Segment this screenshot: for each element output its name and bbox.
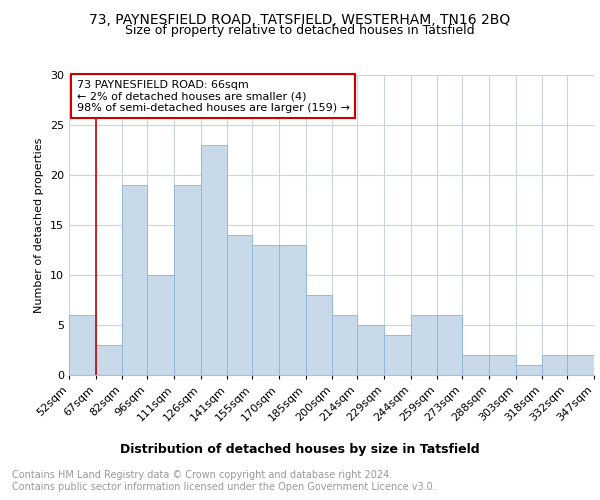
Y-axis label: Number of detached properties: Number of detached properties [34, 138, 44, 312]
Text: Contains HM Land Registry data © Crown copyright and database right 2024.
Contai: Contains HM Land Registry data © Crown c… [12, 470, 436, 492]
Bar [227, 235, 253, 375]
Bar [358, 325, 384, 375]
Bar [410, 315, 437, 375]
Bar [200, 145, 227, 375]
Text: 73 PAYNESFIELD ROAD: 66sqm
← 2% of detached houses are smaller (4)
98% of semi-d: 73 PAYNESFIELD ROAD: 66sqm ← 2% of detac… [77, 80, 350, 112]
Bar [95, 345, 122, 375]
Bar [279, 245, 305, 375]
Bar [515, 365, 542, 375]
Text: Size of property relative to detached houses in Tatsfield: Size of property relative to detached ho… [125, 24, 475, 37]
Bar [437, 315, 463, 375]
Bar [122, 185, 148, 375]
Text: 73, PAYNESFIELD ROAD, TATSFIELD, WESTERHAM, TN16 2BQ: 73, PAYNESFIELD ROAD, TATSFIELD, WESTERH… [89, 12, 511, 26]
Bar [174, 185, 200, 375]
Bar [489, 355, 515, 375]
Bar [332, 315, 358, 375]
Bar [384, 335, 410, 375]
Bar [69, 315, 95, 375]
Text: Distribution of detached houses by size in Tatsfield: Distribution of detached houses by size … [120, 442, 480, 456]
Bar [305, 295, 332, 375]
Bar [253, 245, 279, 375]
Bar [463, 355, 489, 375]
Bar [568, 355, 594, 375]
Bar [148, 275, 174, 375]
Bar [542, 355, 568, 375]
